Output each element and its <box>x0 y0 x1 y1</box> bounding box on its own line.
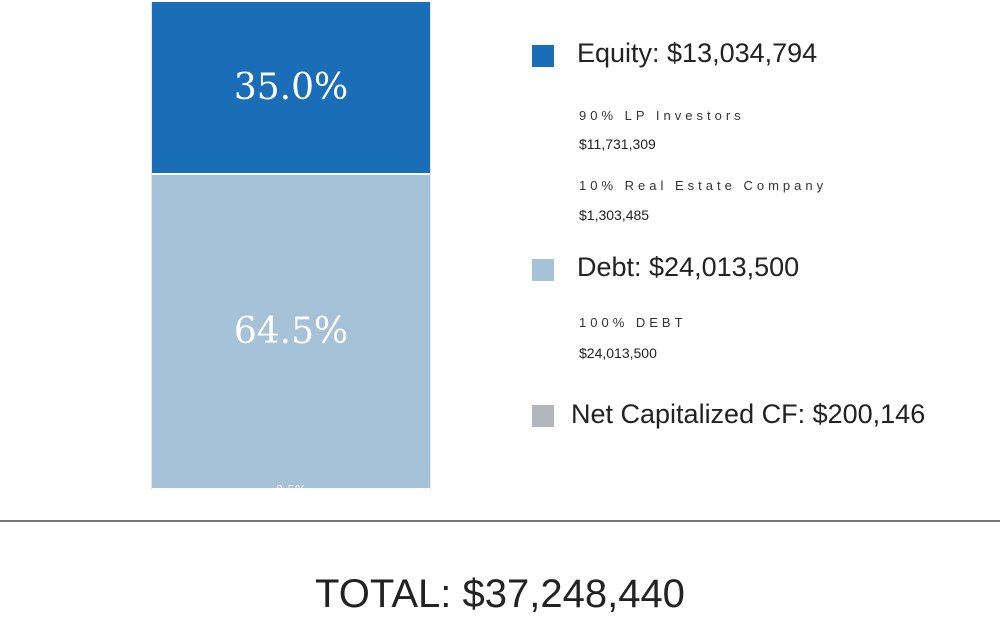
bar-label-net-cf: 0.5% <box>275 483 307 497</box>
legend-swatch-net-cf <box>532 405 554 427</box>
divider <box>0 520 1000 522</box>
bar-label-debt: 64.5% <box>233 310 349 352</box>
total-label: TOTAL: $37,248,440 <box>315 572 685 616</box>
legend-title-equity: Equity: $13,034,794 <box>577 38 818 68</box>
bar-segment-debt: 64.5% <box>152 173 430 488</box>
stacked-bar-chart: 35.0% 64.5% 0.5% <box>151 2 431 496</box>
bar-segment-equity: 35.0% <box>152 2 430 173</box>
legend-amount-debt: $24,013,500 <box>579 345 657 361</box>
legend-swatch-equity <box>532 45 554 67</box>
legend-sub-lp-investors: 90% LP Investors <box>579 108 745 123</box>
legend-amount-real-estate-company: $1,303,485 <box>579 207 650 223</box>
bar-label-equity: 35.0% <box>233 66 349 108</box>
bar-segment-net-cf: 0.5% <box>152 484 430 496</box>
legend-sub-debt: 100% DEBT <box>579 315 687 330</box>
legend-title-debt: Debt: $24,013,500 <box>577 252 800 282</box>
legend-title-net-cf: Net Capitalized CF: $200,146 <box>571 399 926 429</box>
legend-swatch-debt <box>532 259 554 281</box>
legend-sub-real-estate-company: 10% Real Estate Company <box>579 178 828 193</box>
legend-amount-lp-investors: $11,731,309 <box>579 136 656 152</box>
